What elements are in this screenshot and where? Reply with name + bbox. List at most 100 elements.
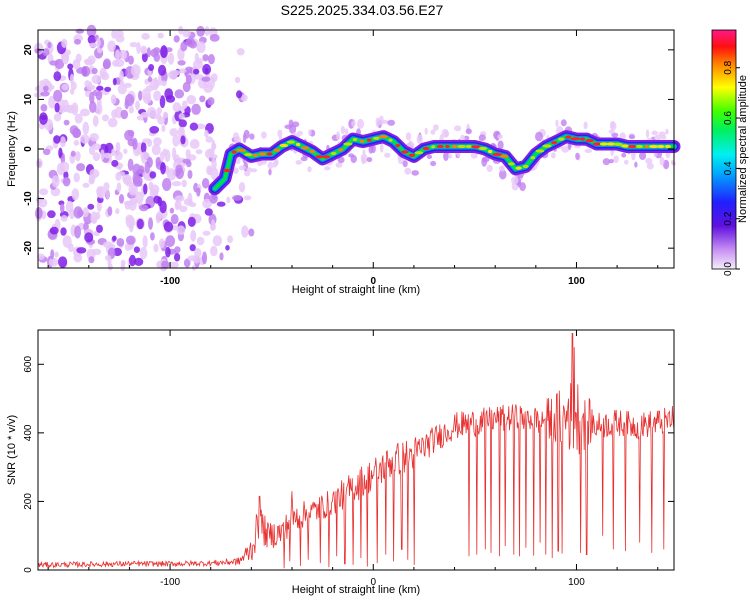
spectrogram-ytick-label: -20 [23, 241, 34, 256]
halo-blob [621, 152, 627, 158]
ridge-peak [373, 136, 380, 140]
halo-blob [351, 120, 355, 127]
halo-blob [233, 132, 239, 141]
noise-blob [69, 88, 75, 95]
noise-blob [204, 208, 213, 216]
noise-blob [35, 207, 43, 219]
noise-blob [134, 257, 144, 266]
noise-blob [102, 60, 110, 70]
noise-blob [196, 41, 206, 53]
ridge-peak [266, 152, 273, 156]
halo-blob [375, 117, 380, 128]
noise-blob [211, 158, 217, 171]
noise-blob [202, 198, 213, 209]
noise-blob [62, 235, 72, 248]
halo-blob [497, 140, 504, 150]
noise-blob [173, 35, 180, 43]
colorbar-gradient [711, 29, 737, 270]
halo-blob [348, 153, 355, 158]
noise-blob [80, 65, 91, 77]
noise-blob [95, 90, 103, 101]
noise-blob [174, 195, 185, 202]
halo-blob [613, 155, 619, 163]
halo-blob [357, 118, 364, 129]
halo-blob [233, 167, 239, 174]
spectrogram-ytick-label: 10 [23, 93, 34, 105]
noise-blob [149, 171, 157, 179]
noise-blob [37, 253, 45, 260]
halo-blob [511, 176, 519, 185]
noise-blob [110, 94, 117, 105]
noise-blob [74, 151, 81, 162]
halo-blob [426, 154, 433, 159]
ridge-peak [414, 151, 424, 155]
colorbar: 0.0 0.2 0.4 0.6 0.8 Normalized spectral ampl… [711, 29, 749, 276]
noise-blob [161, 260, 170, 269]
snr-ytick-label: 200 [23, 493, 34, 510]
halo-blob [443, 151, 449, 162]
noise-blob [188, 202, 197, 208]
noise-blob [86, 84, 96, 91]
noise-blob [201, 76, 211, 82]
halo-blob [242, 133, 247, 143]
snr-ylabel: SNR (10 * v/v) [6, 415, 18, 485]
noise-blob [36, 158, 43, 169]
noise-blob [202, 54, 209, 62]
noise-blob [138, 90, 143, 101]
halo-blob [575, 152, 580, 160]
halo-blob [249, 133, 255, 140]
ridge-peak [296, 142, 301, 147]
ridge-peak [451, 144, 458, 149]
noise-blob [59, 203, 65, 213]
noise-blob [140, 45, 148, 55]
ridge-peak [258, 152, 267, 156]
noise-blob [179, 205, 188, 212]
noise-blob [40, 104, 48, 112]
noise-blob [128, 55, 134, 65]
noise-blob [107, 117, 118, 128]
ridge-peak [309, 149, 316, 154]
noise-blob [140, 111, 150, 118]
noise-blob [238, 182, 246, 193]
halo-blob [497, 134, 503, 139]
noise-blob [70, 81, 77, 91]
noise-blob [176, 225, 186, 235]
noise-blob [48, 257, 59, 267]
halo-blob [337, 156, 345, 164]
noise-blob [53, 89, 63, 102]
noise-blob [75, 53, 82, 63]
noise-blob [103, 152, 113, 159]
noise-blob [211, 143, 217, 150]
halo-blob [430, 129, 436, 135]
noise-blob [180, 126, 185, 138]
halo-blob [645, 129, 650, 138]
ridge-peak [408, 153, 416, 157]
noise-blob [96, 224, 103, 233]
ridge-peak [273, 148, 281, 152]
noise-blob [165, 246, 171, 258]
noise-blob [112, 235, 117, 242]
noise-blob [177, 60, 186, 66]
noise-blob [104, 86, 112, 92]
noise-blob [161, 80, 167, 87]
snr-marks [37, 332, 675, 569]
ridge-peak [621, 144, 630, 148]
noise-blob [115, 49, 120, 61]
noise-blob [38, 198, 48, 208]
ridge-peak [465, 144, 472, 149]
noise-blob [111, 159, 119, 167]
snr-xtick-label: 100 [568, 577, 585, 588]
halo-blob [659, 156, 665, 166]
noise-blob [181, 179, 187, 188]
noise-blob [54, 58, 65, 70]
ridge-peak [252, 153, 258, 157]
colorbar-tick-label: 0.6 [723, 111, 734, 125]
halo-blob [295, 160, 303, 165]
ridge-peak [366, 138, 372, 142]
ridge-peak [570, 137, 581, 141]
noise-blob [146, 47, 151, 58]
spectrogram-ylabel: Frequency (Hz) [6, 111, 18, 187]
ridge-peak [471, 145, 481, 149]
noise-blob [62, 176, 71, 187]
